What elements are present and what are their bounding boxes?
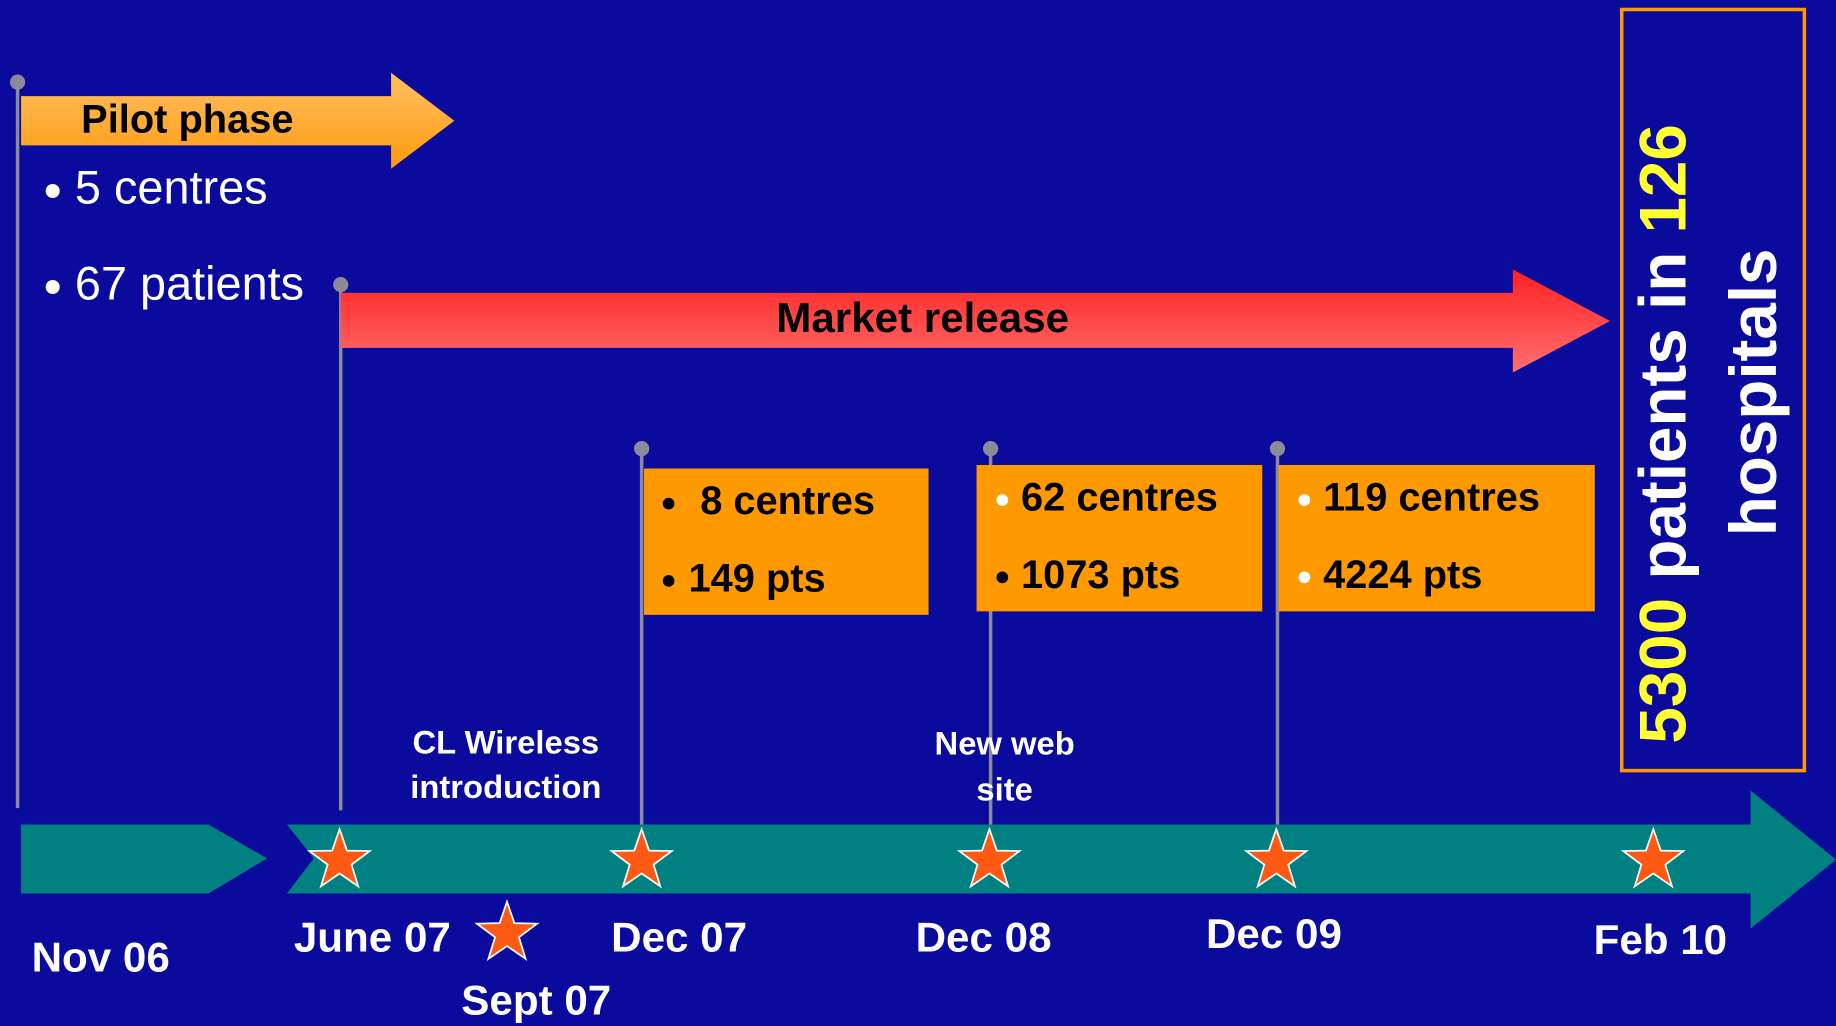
stat-box (644, 468, 929, 615)
bullet (1298, 571, 1311, 584)
date-label: Sept 07 (461, 977, 611, 1024)
pilot-label: Pilot phase (81, 97, 293, 141)
bullet (1298, 494, 1311, 506)
box-line: 119 centres (1323, 476, 1540, 520)
market-arrow (340, 269, 1611, 373)
box-line: 8 centres (700, 479, 875, 523)
milestone-label: site (976, 770, 1032, 807)
box-line: 62 centres (1021, 476, 1218, 520)
bullet (996, 494, 1009, 506)
bullet (662, 575, 675, 587)
bullet (662, 497, 675, 510)
date-label: Dec 09 (1206, 910, 1342, 957)
date-label: Feb 10 (1594, 916, 1728, 963)
pilot-bullet: 67 patients (75, 257, 304, 309)
summary-number: 126 (1627, 124, 1700, 233)
bullet (45, 279, 60, 295)
market-label: Market release (776, 294, 1069, 341)
pilot-arrow (21, 72, 455, 169)
box-line: 1073 pts (1021, 553, 1180, 597)
bullet (996, 571, 1009, 584)
date-label: Dec 07 (611, 914, 747, 961)
summary-line: 5300 patients in 126 (1627, 124, 1700, 744)
summary-line: hospitals (1717, 248, 1790, 536)
date-label: Nov 06 (32, 933, 170, 980)
pilot-bullet: 5 centres (75, 161, 268, 213)
bullet (45, 183, 60, 199)
milestone-label: CL Wireless (412, 723, 599, 760)
summary-text: patients in (1627, 234, 1700, 598)
box-line: 149 pts (689, 556, 826, 600)
milestone-label: New web (935, 725, 1075, 762)
stat-box (976, 464, 1263, 612)
milestone-label: introduction (410, 768, 601, 805)
date-label: Dec 08 (916, 914, 1052, 961)
timeline-start (21, 824, 267, 894)
box-line: 4224 pts (1323, 553, 1482, 597)
summary-number: 5300 (1627, 598, 1700, 744)
timeline-arrow (286, 790, 1836, 929)
connectors (9, 74, 1286, 826)
date-label: June 07 (294, 914, 451, 961)
summary-box (1619, 7, 1807, 773)
stat-box (1278, 464, 1595, 612)
